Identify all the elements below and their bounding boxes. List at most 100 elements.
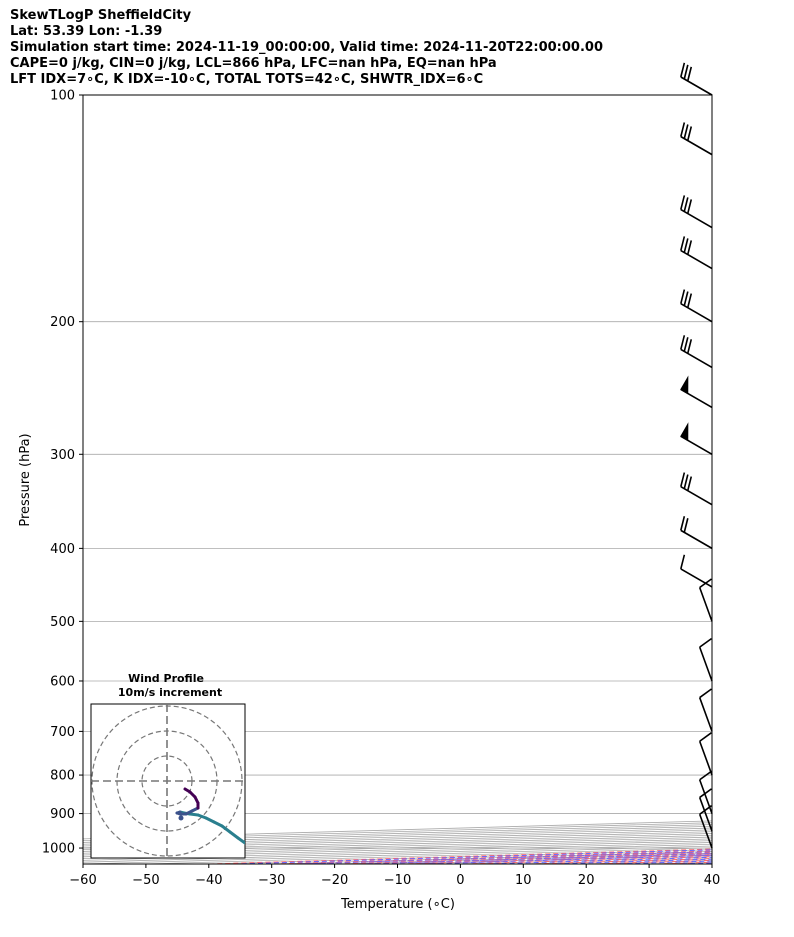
- barb-flag: [699, 732, 712, 742]
- wind-barb: [680, 554, 713, 588]
- wind-barb: [680, 62, 713, 96]
- barb-flag: [683, 474, 689, 489]
- barb-flag: [686, 66, 693, 82]
- moist-adiabat: [485, 856, 712, 864]
- barb-flag: [699, 578, 712, 589]
- y-tick-label: 800: [50, 769, 75, 784]
- time-label: Simulation start time: 2024-11-19_00:00:…: [10, 40, 603, 55]
- barb-pennant: [680, 422, 689, 442]
- x-tick-label: 40: [704, 873, 721, 888]
- x-tick-label: −30: [258, 873, 285, 888]
- barb-shaft: [680, 348, 713, 369]
- isotherm: [334, 852, 712, 864]
- barb-shaft: [680, 208, 713, 229]
- barb-shaft: [698, 740, 713, 776]
- hodograph-segment: [183, 787, 192, 794]
- wind-barb: [698, 578, 713, 622]
- wind-barb: [698, 637, 713, 682]
- wind-barb: [680, 472, 713, 506]
- wind-profile-inset: [90, 703, 246, 859]
- barb-shaft: [698, 797, 713, 832]
- dry-adiabat: [783, 95, 794, 864]
- location-label: Lat: 53.39 Lon: -1.39: [10, 24, 163, 39]
- barb-flag: [686, 126, 693, 141]
- wind-barb: [680, 289, 713, 323]
- y-tick-label: 500: [50, 615, 75, 630]
- isotherm: [208, 849, 712, 864]
- dry-adiabat: [400, 854, 712, 864]
- barb-flag: [680, 335, 686, 350]
- dry-adiabat: [655, 861, 712, 864]
- moist-adiabat: [296, 851, 712, 864]
- y-tick-label: 600: [50, 674, 75, 689]
- barb-flag: [680, 122, 686, 137]
- isotherm: [460, 856, 712, 864]
- barb-flag: [686, 476, 693, 491]
- barb-flag: [680, 472, 686, 487]
- barb-flag: [683, 64, 689, 80]
- dry-adiabat: [720, 95, 794, 864]
- params-label-1: CAPE=0 j/kg, CIN=0 j/kg, LCL=866 hPa, LF…: [10, 56, 497, 71]
- dry-adiabat: [528, 858, 712, 864]
- x-tick-label: −40: [195, 873, 222, 888]
- y-tick-label: 200: [50, 315, 75, 330]
- barb-flag: [683, 518, 689, 533]
- barb-flag: [686, 339, 693, 354]
- dry-adiabat: [464, 856, 712, 864]
- barb-flag: [686, 240, 693, 255]
- barb-flag: [683, 291, 689, 306]
- params-label-2: LFT IDX=7∘C, K IDX=-10∘C, TOTAL TOTS=42∘…: [10, 72, 484, 87]
- barb-shaft: [680, 249, 713, 270]
- barb-shaft: [680, 135, 713, 156]
- barb-flag: [699, 805, 712, 815]
- barb-flag: [699, 770, 712, 781]
- barb-flag: [699, 788, 712, 799]
- isotherm: [711, 863, 712, 864]
- moist-adiabat: [737, 95, 794, 864]
- isotherm: [775, 95, 794, 864]
- barb-shaft: [698, 646, 713, 682]
- barb-flag: [680, 289, 686, 304]
- barb-flag: [680, 236, 686, 251]
- barb-flag: [683, 238, 689, 253]
- x-tick-label: 20: [578, 873, 595, 888]
- y-tick-label: 700: [50, 725, 75, 740]
- barb-shaft: [680, 302, 713, 323]
- y-tick-label: 100: [50, 89, 75, 104]
- x-tick-label: −50: [132, 873, 159, 888]
- x-tick-label: −10: [384, 873, 411, 888]
- barb-flag: [686, 199, 693, 214]
- isotherm: [523, 858, 712, 864]
- wind-barb: [698, 805, 713, 849]
- moist-adiabat: [233, 849, 712, 864]
- dry-adiabat: [336, 852, 712, 864]
- wind-barb: [698, 688, 713, 732]
- wind-barb: [680, 375, 713, 409]
- y-tick-label: 300: [50, 448, 75, 463]
- wind-barbs: [680, 62, 713, 849]
- hodograph-segment: [228, 830, 240, 840]
- chart-title: SkewTLogP SheffieldCity: [10, 8, 192, 23]
- dry-adiabat: [209, 848, 712, 864]
- hodograph-marker: [178, 815, 184, 821]
- wind-barb: [680, 422, 713, 455]
- moist-adiabat: [548, 858, 712, 864]
- barb-flag: [683, 197, 689, 212]
- x-tick-label: 0: [456, 873, 464, 888]
- barb-flag: [686, 293, 693, 308]
- isotherm: [397, 854, 712, 864]
- barb-flag: [680, 516, 686, 531]
- barb-flag: [699, 688, 712, 699]
- wind-barb: [698, 732, 713, 776]
- wind-barb: [680, 335, 713, 369]
- barb-shaft: [698, 697, 713, 732]
- x-tick-label: 10: [515, 873, 532, 888]
- x-tick-label: −20: [321, 873, 348, 888]
- dry-adiabat: [273, 850, 712, 864]
- inset-subtitle: 10m/s increment: [118, 686, 222, 699]
- inset-plot: [91, 704, 245, 858]
- barb-shaft: [680, 529, 713, 550]
- barb-flag: [683, 337, 689, 352]
